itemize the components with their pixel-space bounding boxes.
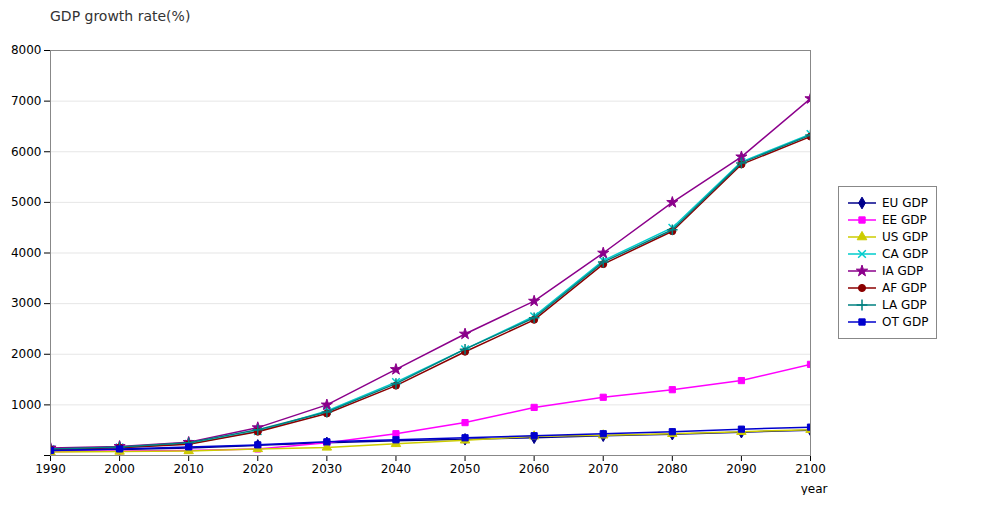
svg-text:2050: 2050 — [450, 462, 481, 476]
svg-text:4000: 4000 — [11, 246, 42, 260]
html-text:LA GDP: LA GDP — [882, 298, 927, 312]
svg-text:2070: 2070 — [588, 462, 619, 476]
svg-text:3000: 3000 — [11, 296, 42, 310]
svg-text:5000: 5000 — [11, 195, 42, 209]
svg-text:2000: 2000 — [104, 462, 135, 476]
html-text:IA GDP: IA GDP — [882, 264, 924, 278]
svg-text:2000: 2000 — [11, 347, 42, 361]
svg-text:year: year — [801, 482, 828, 496]
svg-text:2080: 2080 — [657, 462, 688, 476]
svg-text:2020: 2020 — [242, 462, 273, 476]
svg-text:2030: 2030 — [312, 462, 343, 476]
svg-text:2090: 2090 — [726, 462, 757, 476]
svg-text:7000: 7000 — [11, 94, 42, 108]
html-text:GDP growth rate(%): GDP growth rate(%) — [50, 8, 191, 24]
svg-text:2010: 2010 — [173, 462, 204, 476]
html-text:EE GDP: EE GDP — [882, 213, 927, 227]
html-text:AF GDP: AF GDP — [882, 281, 927, 295]
html-text:US GDP: US GDP — [882, 230, 928, 244]
svg-text:8000: 8000 — [11, 43, 42, 57]
svg-text:2100: 2100 — [795, 462, 826, 476]
html-text:CA GDP: CA GDP — [882, 247, 929, 261]
svg-text:1990: 1990 — [35, 462, 66, 476]
html-text:OT GDP: OT GDP — [882, 315, 929, 329]
svg-text:2060: 2060 — [519, 462, 550, 476]
svg-text:1000: 1000 — [11, 398, 42, 412]
svg-text:6000: 6000 — [11, 145, 42, 159]
svg-text:2040: 2040 — [381, 462, 412, 476]
html-text:EU GDP: EU GDP — [882, 196, 928, 210]
